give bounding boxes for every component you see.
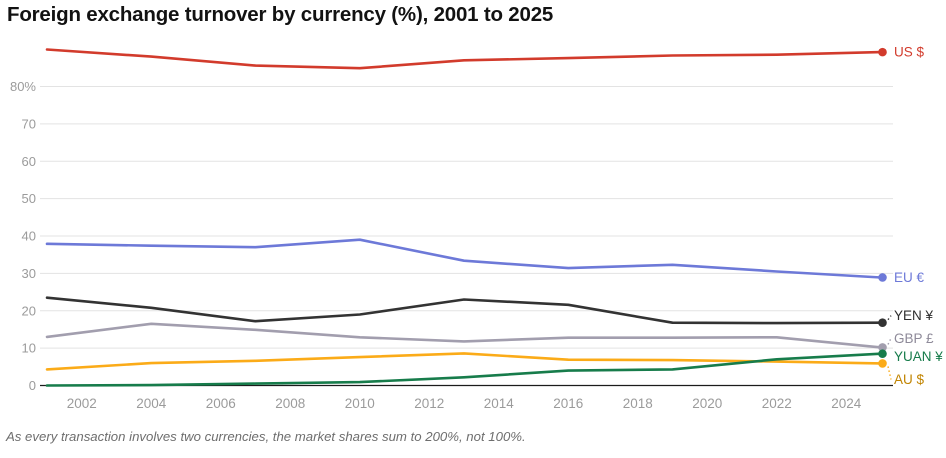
y-tick-label: 50 (22, 191, 36, 206)
series-gbp: GBP £ (45, 322, 934, 352)
series-yen: YEN ¥ (45, 296, 934, 328)
x-tick-label: 2010 (345, 396, 375, 411)
series-end-dot-eu (878, 273, 887, 282)
series-end-dot-gbp (878, 343, 887, 352)
series-label-us: US $ (894, 45, 925, 60)
x-tick-label: 2002 (67, 396, 97, 411)
series-label-leader-yen (887, 315, 892, 321)
series-line-au (45, 352, 883, 371)
series-end-dot-us (878, 47, 887, 57)
y-tick-label: 40 (22, 229, 36, 244)
series-us: US $ (45, 45, 925, 70)
y-tick-label: 30 (22, 266, 36, 281)
series-line-eu (45, 238, 883, 279)
x-tick-label: 2022 (762, 396, 792, 411)
x-tick-label: 2020 (692, 396, 722, 411)
series-label-gbp: GBP £ (894, 331, 934, 346)
x-tick-label: 2024 (831, 396, 862, 411)
series-eu: EU € (45, 238, 925, 285)
x-tick-label: 2012 (414, 396, 444, 411)
series-end-dot-yen (878, 318, 887, 328)
y-tick-label: 0 (29, 378, 36, 393)
y-tick-label: 10 (22, 341, 36, 356)
x-tick-label: 2018 (623, 396, 653, 411)
series-yuan: YUAN ¥ (45, 349, 943, 387)
chart-title: Foreign exchange turnover by currency (%… (7, 3, 554, 26)
y-tick-label: 60 (22, 154, 36, 169)
x-tick-label: 2016 (553, 396, 583, 411)
series-label-leader-au (887, 366, 892, 380)
y-tick-label: 80% (10, 79, 36, 94)
gridlines (40, 86, 893, 387)
y-tick-label: 20 (22, 303, 36, 318)
series-line-yen (45, 296, 883, 325)
series-label-au: AU $ (894, 372, 925, 387)
series-au: AU $ (45, 352, 925, 387)
x-axis-labels: 2002 2004 2006 2008 2010 2012 2014 2016 2018 2020… (67, 396, 862, 411)
series-line-us (45, 48, 883, 70)
x-tick-label: 2006 (206, 396, 236, 411)
series-label-leader-gbp (887, 338, 892, 345)
series-end-dot-yuan (878, 349, 887, 359)
y-tick-label: 70 (22, 116, 36, 131)
y-axis-labels: 0 10 20 30 40 50 60 70 80% (10, 79, 36, 393)
series-line-gbp (45, 322, 883, 349)
series-end-dot-au (878, 359, 887, 368)
x-tick-label: 2004 (136, 396, 167, 411)
series-line-yuan (45, 352, 883, 387)
series-label-eu: EU € (894, 270, 925, 285)
x-tick-label: 2014 (484, 396, 515, 411)
chart-footnote: As every transaction involves two curren… (6, 429, 526, 444)
series-label-yuan: YUAN ¥ (894, 349, 943, 364)
series-label-yen: YEN ¥ (894, 308, 934, 323)
x-tick-label: 2008 (275, 396, 305, 411)
